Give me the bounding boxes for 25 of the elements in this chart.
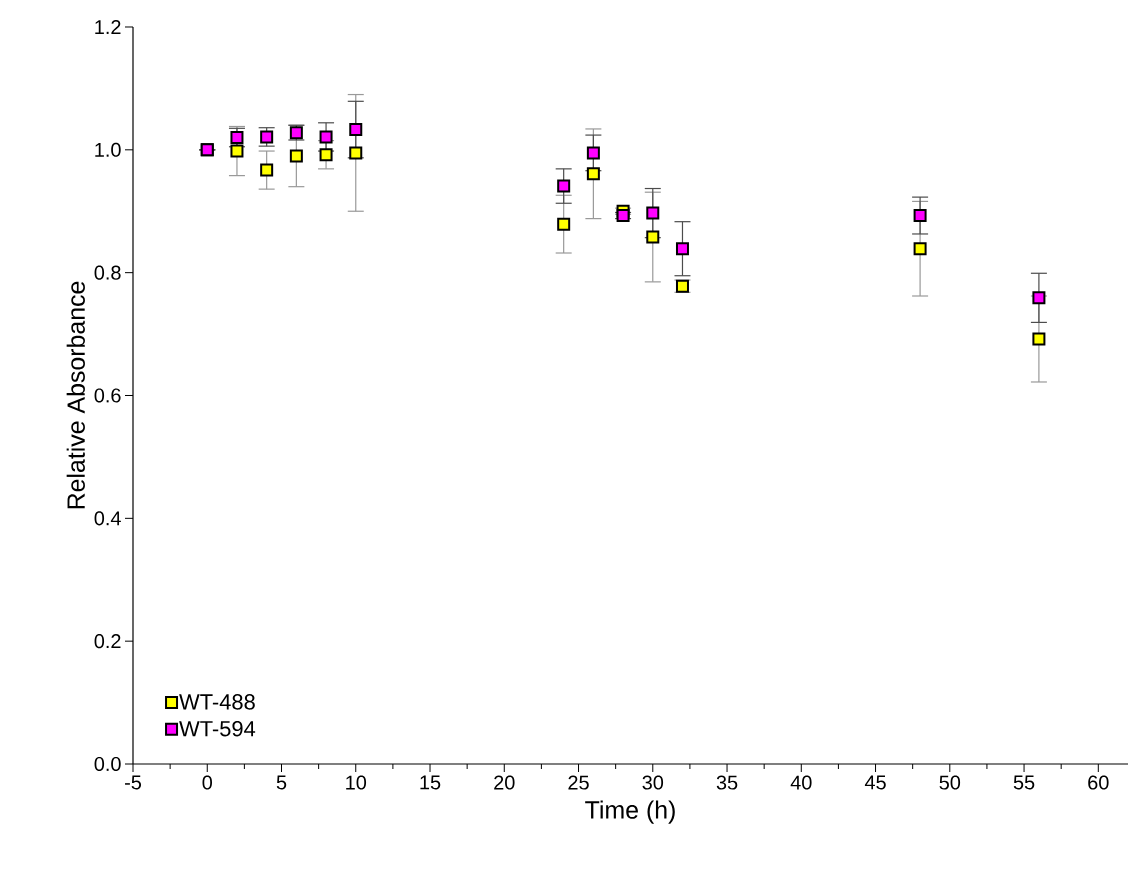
y-tick-label: 1.2	[95, 20, 121, 34]
y-tick-label: 0.2	[94, 634, 121, 649]
y-tick-label: 0.0	[94, 756, 121, 772]
x-tick-label: 5	[276, 775, 287, 790]
x-tick-label: 0	[202, 775, 213, 790]
x-tick-label: 45	[864, 775, 886, 790]
x-tick-label: 30	[642, 775, 664, 790]
y-tick-label: 0.4	[94, 511, 121, 526]
legend-label: WT-488	[179, 694, 255, 710]
x-tick-label: 55	[1013, 775, 1035, 790]
x-tick-label: 10	[346, 775, 367, 790]
x-tick-label: 40	[790, 775, 812, 790]
x-tick-label: 60	[1088, 775, 1109, 790]
legend-label: WT-594	[179, 720, 256, 737]
x-tick-label: 15	[420, 775, 441, 790]
x-tick-label: 35	[716, 775, 738, 790]
y-tick-label: 0.6	[94, 388, 121, 403]
x-tick-label: 25	[568, 775, 589, 790]
x-tick-label: 50	[939, 775, 961, 790]
y-tick-label: 1.0	[95, 142, 121, 157]
x-tick-label: -5	[125, 775, 142, 790]
x-tick-label: 20	[494, 775, 515, 790]
y-tick-label: 0.8	[94, 265, 121, 280]
x-axis-title: Time (h)	[585, 800, 675, 824]
y-axis-title: Relative Absorbance	[66, 281, 85, 509]
